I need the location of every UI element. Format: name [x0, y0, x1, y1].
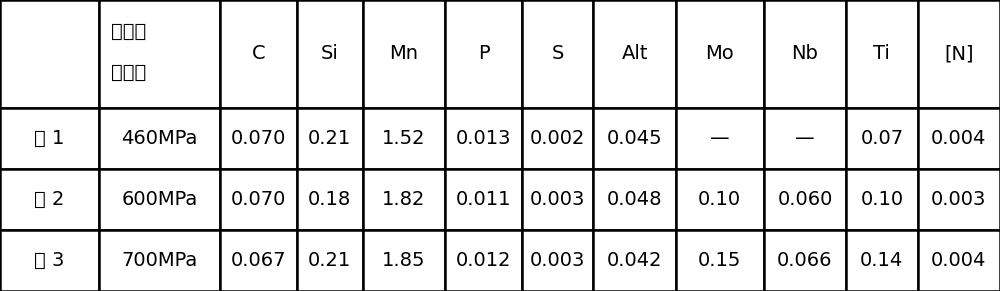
Text: 0.012: 0.012: [456, 251, 511, 270]
Text: 700MPa: 700MPa: [121, 251, 197, 270]
Text: 0.07: 0.07: [860, 129, 903, 148]
Bar: [764, 169, 846, 230]
Bar: [676, 108, 764, 169]
Bar: [297, 169, 363, 230]
Bar: [593, 230, 676, 291]
Bar: [220, 108, 297, 169]
Bar: [918, 169, 1000, 230]
Text: 0.003: 0.003: [931, 190, 986, 209]
Bar: [764, 108, 846, 169]
Text: Si: Si: [321, 44, 339, 63]
Text: 0.060: 0.060: [777, 190, 833, 209]
Bar: [593, 108, 676, 169]
Bar: [297, 108, 363, 169]
Text: 600MPa: 600MPa: [121, 190, 197, 209]
Bar: [0, 230, 99, 291]
Bar: [846, 169, 918, 230]
Text: —: —: [795, 129, 815, 148]
Text: 0.045: 0.045: [607, 129, 662, 148]
Bar: [363, 230, 445, 291]
Text: 0.21: 0.21: [308, 129, 351, 148]
Bar: [522, 230, 593, 291]
Text: P: P: [478, 44, 489, 63]
Bar: [363, 108, 445, 169]
Bar: [918, 108, 1000, 169]
Bar: [918, 230, 1000, 291]
Text: 0.21: 0.21: [308, 251, 351, 270]
Text: 度等级: 度等级: [111, 63, 146, 81]
Bar: [99, 0, 220, 108]
Bar: [522, 108, 593, 169]
Bar: [297, 230, 363, 291]
Text: 0.14: 0.14: [860, 251, 903, 270]
Bar: [220, 0, 297, 108]
Bar: [846, 108, 918, 169]
Bar: [764, 0, 846, 108]
Text: Alt: Alt: [621, 44, 648, 63]
Bar: [593, 169, 676, 230]
Bar: [297, 0, 363, 108]
Text: 0.10: 0.10: [860, 190, 903, 209]
Text: 0.070: 0.070: [231, 190, 286, 209]
Text: 0.18: 0.18: [308, 190, 351, 209]
Text: 0.15: 0.15: [698, 251, 741, 270]
Text: 屈服强: 屈服强: [111, 22, 146, 40]
Text: 钐 2: 钐 2: [34, 190, 65, 209]
Text: 钐 3: 钐 3: [34, 251, 65, 270]
Text: 1.85: 1.85: [382, 251, 426, 270]
Text: 0.013: 0.013: [456, 129, 511, 148]
Bar: [445, 230, 522, 291]
Bar: [0, 169, 99, 230]
Bar: [764, 230, 846, 291]
Text: 0.070: 0.070: [231, 129, 286, 148]
Text: 0.066: 0.066: [777, 251, 833, 270]
Text: 0.048: 0.048: [607, 190, 662, 209]
Bar: [846, 230, 918, 291]
Text: 0.042: 0.042: [607, 251, 662, 270]
Bar: [676, 0, 764, 108]
Text: 1.82: 1.82: [382, 190, 426, 209]
Text: 0.067: 0.067: [230, 251, 286, 270]
Bar: [363, 0, 445, 108]
Bar: [363, 169, 445, 230]
Text: 460MPa: 460MPa: [121, 129, 198, 148]
Text: S: S: [552, 44, 564, 63]
Bar: [676, 230, 764, 291]
Text: 钐 1: 钐 1: [34, 129, 65, 148]
Text: Mn: Mn: [389, 44, 418, 63]
Text: Mo: Mo: [705, 44, 734, 63]
Text: [N]: [N]: [944, 44, 974, 63]
Bar: [522, 0, 593, 108]
Bar: [0, 0, 99, 108]
Bar: [0, 108, 99, 169]
Bar: [522, 169, 593, 230]
Text: 0.002: 0.002: [530, 129, 585, 148]
Text: 0.003: 0.003: [530, 190, 585, 209]
Bar: [99, 108, 220, 169]
Bar: [846, 0, 918, 108]
Text: 0.004: 0.004: [931, 251, 986, 270]
Text: 0.003: 0.003: [530, 251, 585, 270]
Bar: [99, 169, 220, 230]
Text: Nb: Nb: [792, 44, 818, 63]
Bar: [445, 108, 522, 169]
Bar: [445, 0, 522, 108]
Bar: [220, 230, 297, 291]
Text: Ti: Ti: [873, 44, 890, 63]
Bar: [445, 169, 522, 230]
Text: C: C: [251, 44, 265, 63]
Text: 0.10: 0.10: [698, 190, 741, 209]
Bar: [676, 169, 764, 230]
Text: —: —: [710, 129, 730, 148]
Text: 0.011: 0.011: [456, 190, 511, 209]
Bar: [220, 169, 297, 230]
Bar: [918, 0, 1000, 108]
Text: 1.52: 1.52: [382, 129, 426, 148]
Bar: [99, 230, 220, 291]
Bar: [593, 0, 676, 108]
Text: 0.004: 0.004: [931, 129, 986, 148]
